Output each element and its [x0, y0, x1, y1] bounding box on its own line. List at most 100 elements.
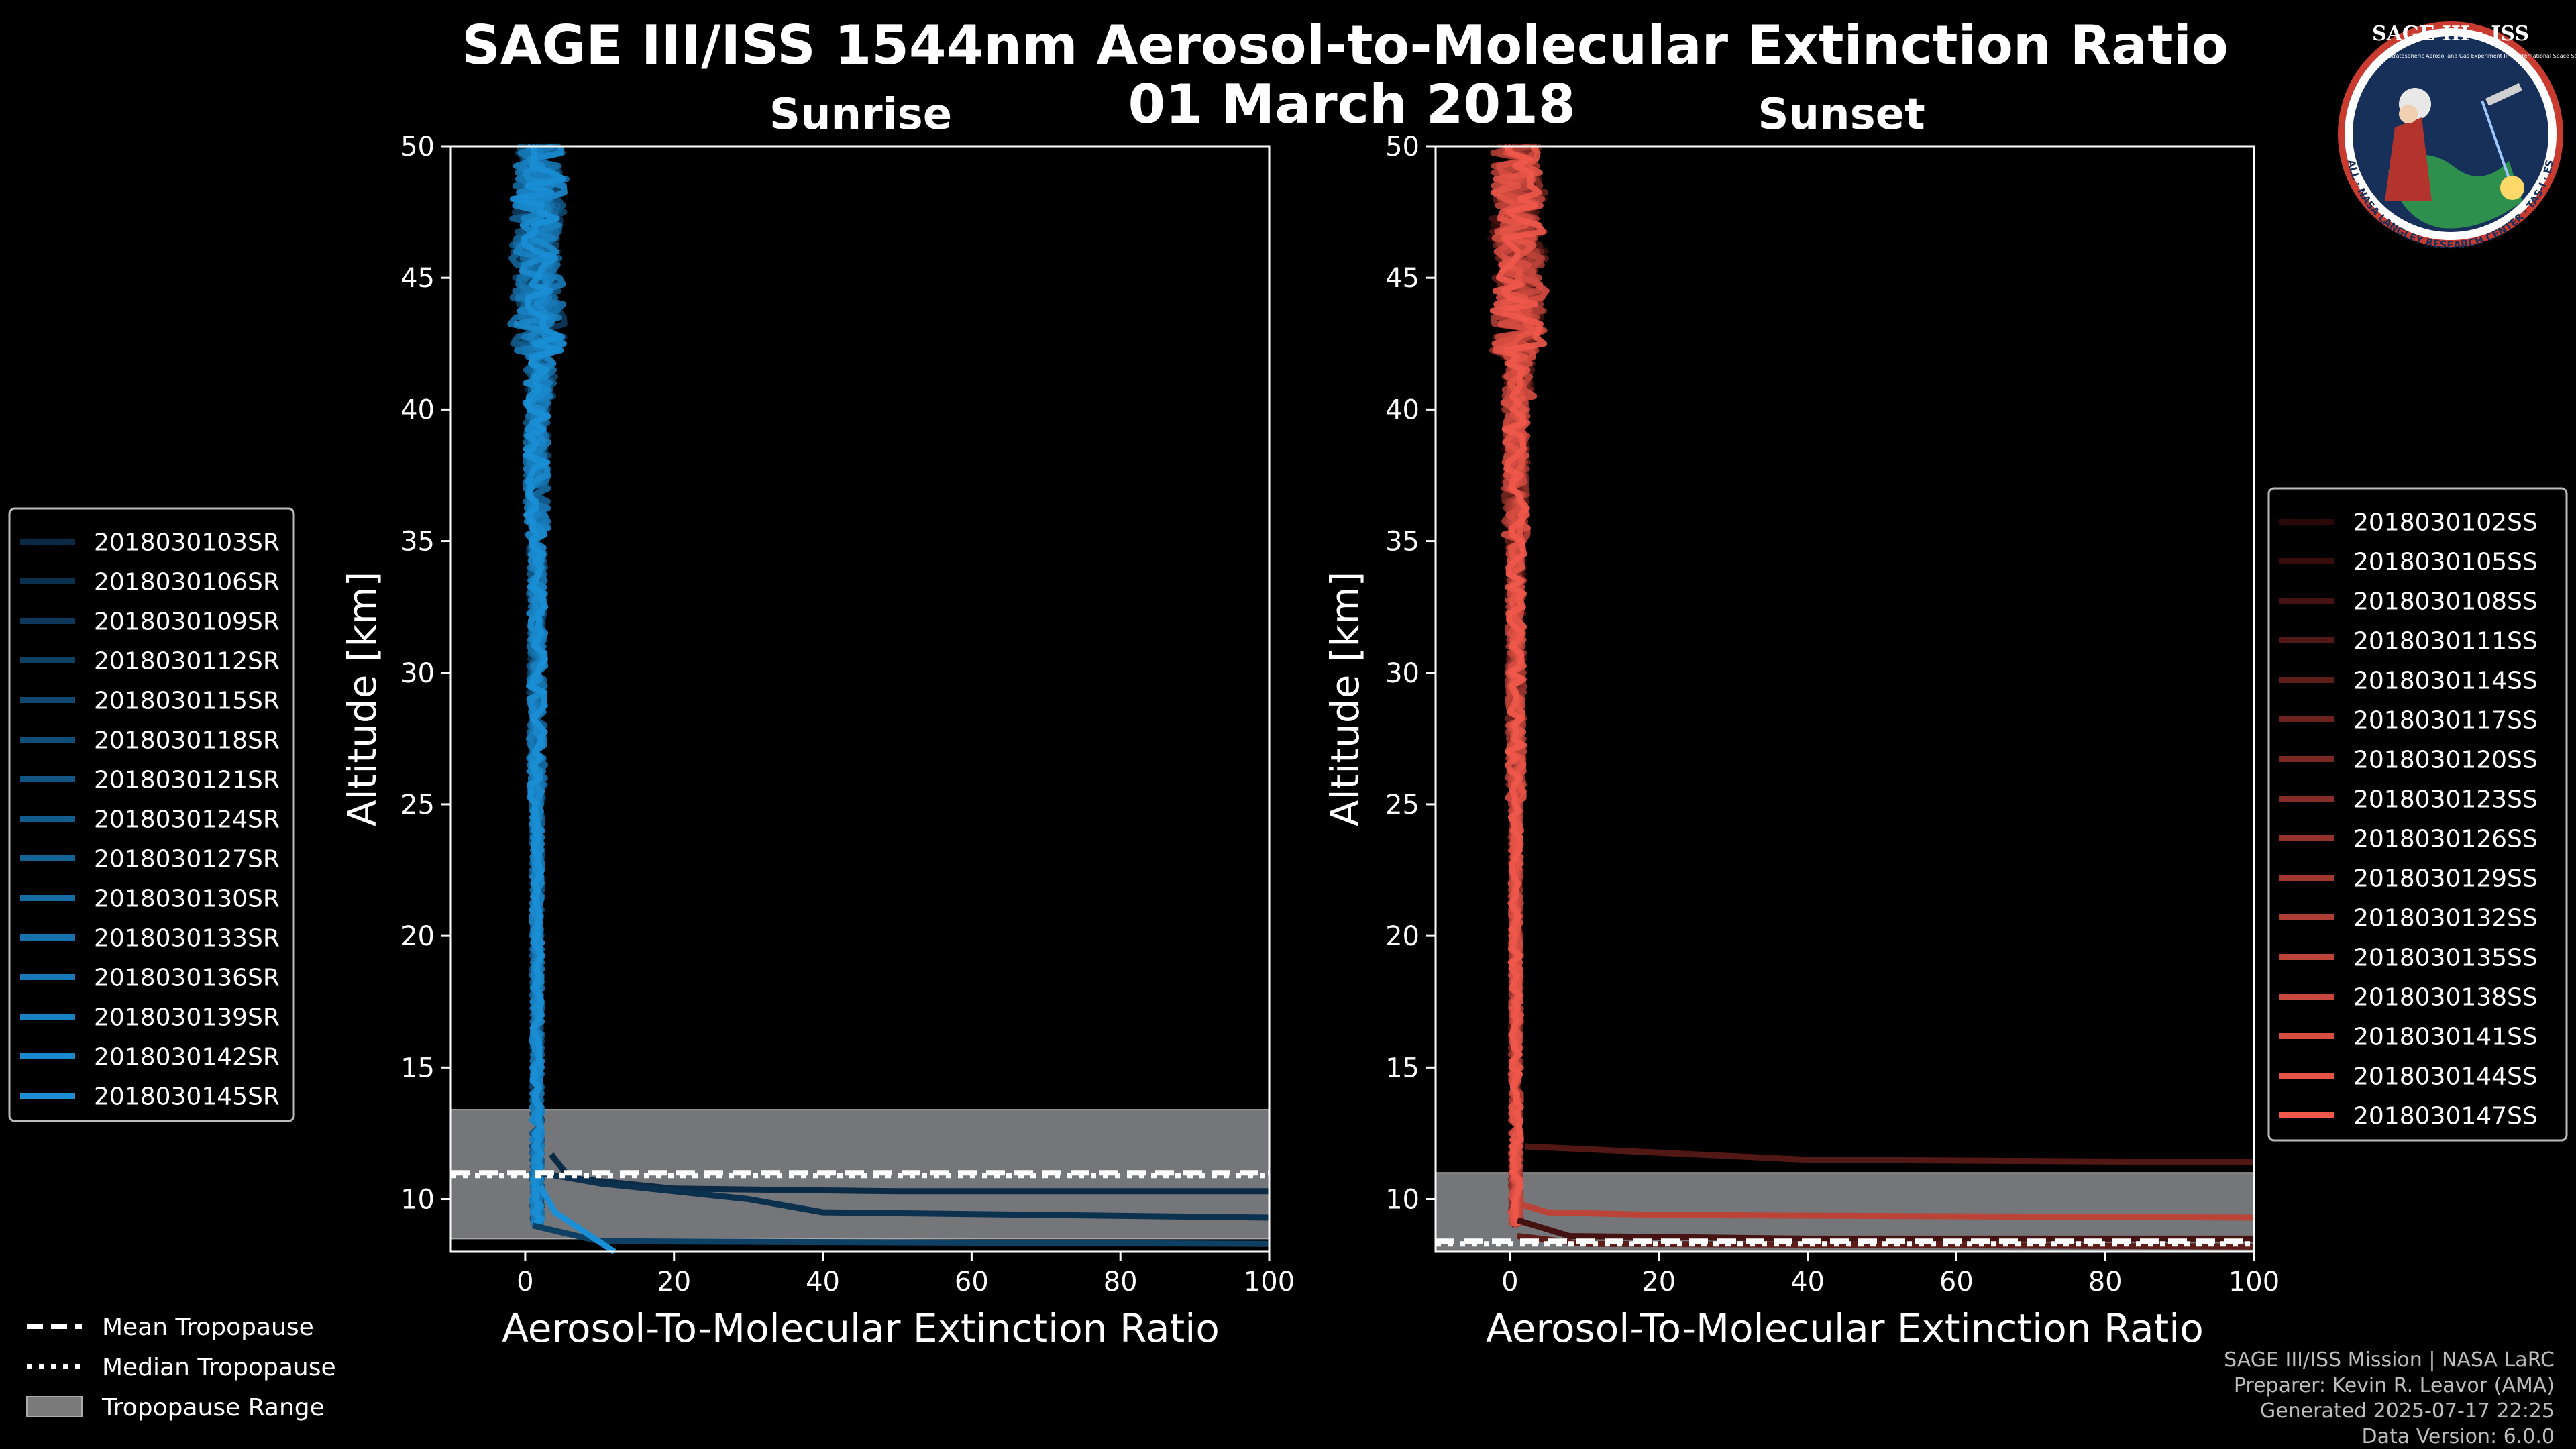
x-tick-label: 80	[2088, 1267, 2123, 1297]
sunrise-plot-area	[451, 146, 1269, 1252]
legend-entry: 2018030147SS	[2353, 1103, 2538, 1130]
legend-entry: 2018030139SR	[94, 1004, 280, 1032]
credits: SAGE III/ISS Mission | NASA LaRC Prepare…	[2224, 1348, 2555, 1448]
legend-entry: 2018030106SR	[94, 569, 280, 596]
y-tick-label: 10	[400, 1185, 435, 1216]
sunset-legend: 2018030102SS 2018030105SS 2018030108SS 2018…	[2267, 487, 2568, 1142]
legend-entry: 2018030117SS	[2353, 707, 2538, 735]
y-tick-label: 50	[1385, 131, 1419, 162]
sunrise-legend: 2018030103SR 2018030106SR 2018030109SR 2018…	[8, 507, 295, 1122]
y-tick-label: 30	[400, 658, 435, 689]
y-tick-label: 45	[1385, 263, 1419, 294]
logo-beam-icon	[2481, 100, 2514, 189]
legend-entry: 2018030129SS	[2353, 865, 2538, 893]
y-tick-label: 25	[400, 790, 435, 820]
legend-entry: 2018030136SR	[94, 965, 280, 992]
legend-entry: 2018030135SS	[2353, 945, 2538, 972]
legend-entry: 2018030118SR	[94, 727, 280, 755]
y-tick-label: 50	[400, 131, 435, 162]
legend-frame	[2267, 487, 2568, 1142]
sunrise-panel: Sunrise 0 20 40 60 80 100 10 15 20 25 30 35 40 45 50 A…	[339, 90, 1295, 1351]
legend-entry: 2018030105SS	[2353, 549, 2538, 576]
y-tick-label: 35	[1385, 527, 1419, 557]
sunset-panel-title: Sunset	[1758, 90, 1925, 140]
tropopause-legend: Mean Tropopause Median Tropopause Tropop…	[26, 1313, 336, 1421]
y-tick-label: 20	[400, 921, 435, 952]
legend-entry: 2018030133SR	[94, 925, 280, 953]
credit-data-version: Data Version: 6.0.0	[2362, 1425, 2555, 1448]
legend-entry: 2018030138SS	[2353, 984, 2538, 1012]
y-tick-label: 40	[400, 394, 435, 425]
x-tick-label: 40	[1790, 1267, 1825, 1297]
legend-entry: 2018030124SR	[94, 806, 280, 834]
profile-tail-2018030145SR	[537, 1184, 616, 1254]
sunset-plot-frame	[1434, 145, 2255, 1253]
legend-entry: 2018030123SS	[2353, 786, 2538, 814]
y-tick-label: 10	[1385, 1185, 1419, 1216]
legend-entry: 2018030120SS	[2353, 747, 2538, 774]
legend-frame	[8, 507, 295, 1122]
legend-entry: 2018030112SR	[94, 648, 280, 676]
legend-entry: 2018030144SS	[2353, 1063, 2538, 1091]
legend-entry: 2018030111SS	[2353, 628, 2538, 655]
logo-sun-icon	[2500, 176, 2524, 200]
logo-figure-icon	[2385, 117, 2432, 201]
x-tick-label: 80	[1104, 1267, 1138, 1297]
x-tick-label: 60	[955, 1267, 989, 1297]
profile-tail-2018030135SS	[1520, 1201, 2255, 1221]
y-tick-label: 30	[1385, 658, 1419, 689]
sunset-panel: Sunset 0 20 40 60 80 100 10 15 20 25 30 35 40 45 50 Ae…	[1322, 90, 2279, 1351]
x-tick-label: 0	[517, 1267, 533, 1297]
profile-tail-2018030111SS	[1524, 1143, 2255, 1166]
x-tick-label: 0	[1501, 1267, 1518, 1297]
sunset-x-axis-label: Aerosol-To-Molecular Extinction Ratio	[1486, 1305, 2204, 1351]
x-tick-label: 20	[657, 1267, 691, 1297]
sunrise-panel-title: Sunrise	[769, 90, 952, 140]
x-tick-label: 100	[1244, 1267, 1295, 1297]
legend-entry: 2018030103SR	[94, 529, 280, 557]
y-tick-label: 40	[1385, 394, 1419, 425]
credit-generated: Generated 2025-07-17 22:25	[2260, 1399, 2555, 1423]
figure-title: SAGE III/ISS 1544nm Aerosol-to-Molecular…	[462, 14, 2229, 76]
x-tick-label: 40	[806, 1267, 840, 1297]
profile-tail-2018030106SR	[539, 1169, 1270, 1221]
profile-line-2018030145SR	[509, 146, 566, 1228]
legend-entry: 2018030102SS	[2353, 509, 2538, 537]
x-tick-label: 100	[2229, 1267, 2279, 1297]
sunrise-y-axis-label: Altitude [km]	[339, 572, 385, 826]
logo-subtitle-right: International Space Station	[2517, 53, 2576, 59]
sunset-y-axis-label: Altitude [km]	[1322, 572, 1368, 826]
tropopause-range-swatch	[26, 1396, 83, 1417]
x-tick-label: 20	[1642, 1267, 1676, 1297]
y-tick-label: 15	[1385, 1053, 1419, 1083]
mean-tropopause-label: Mean Tropopause	[102, 1313, 314, 1341]
sunrise-x-axis-label: Aerosol-To-Molecular Extinction Ratio	[502, 1305, 1220, 1351]
y-tick-label: 45	[400, 263, 435, 294]
legend-entry: 2018030141SS	[2353, 1024, 2538, 1051]
legend-entry: 2018030126SS	[2353, 826, 2538, 853]
credit-mission: SAGE III/ISS Mission | NASA LaRC	[2224, 1348, 2555, 1372]
legend-entry: 2018030142SR	[94, 1044, 280, 1071]
median-tropopause-label: Median Tropopause	[102, 1354, 336, 1381]
logo-subtitle-left: Stratospheric Aerosol and Gas Experiment…	[2388, 53, 2508, 59]
legend-entry: 2018030108SS	[2353, 588, 2538, 616]
y-tick-label: 20	[1385, 921, 1419, 952]
logo-iss-icon	[2485, 83, 2522, 106]
legend-entry: 2018030130SR	[94, 885, 280, 913]
legend-entry: 2018030115SR	[94, 688, 280, 715]
y-tick-label: 15	[400, 1053, 435, 1083]
legend-entry: 2018030109SR	[94, 608, 280, 636]
x-tick-label: 60	[1939, 1267, 1974, 1297]
logo-title: SAGE III · ISS	[2372, 22, 2529, 46]
legend-entry: 2018030127SR	[94, 846, 280, 873]
legend-entry: 2018030145SR	[94, 1083, 280, 1111]
y-tick-label: 25	[1385, 790, 1419, 820]
sunset-plot-area	[1436, 146, 2254, 1252]
sunrise-plot-frame	[449, 145, 1271, 1253]
legend-entry: 2018030114SS	[2353, 667, 2538, 695]
tropopause-range-label: Tropopause Range	[101, 1394, 325, 1421]
figure-date: 01 March 2018	[1128, 73, 1575, 136]
legend-entry: 2018030121SR	[94, 767, 280, 794]
legend-entry: 2018030132SS	[2353, 905, 2538, 932]
